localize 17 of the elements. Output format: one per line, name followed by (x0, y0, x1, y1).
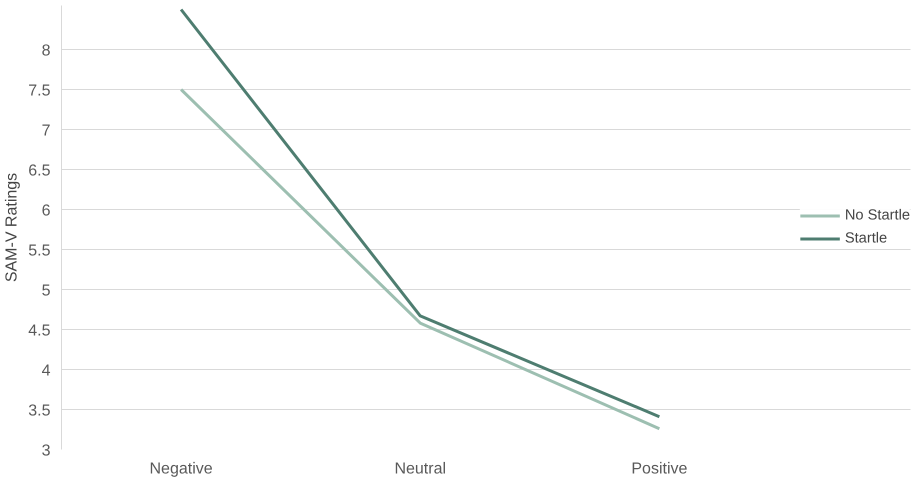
y-tick-label: 4.5 (28, 322, 51, 340)
y-tick-label: 7.5 (28, 82, 51, 100)
y-tick-label: 5 (42, 282, 51, 300)
x-tick-label: Negative (150, 460, 213, 478)
y-tick-label: 6 (42, 202, 51, 220)
y-tick-label: 4 (42, 362, 51, 380)
y-tick-label: 8 (42, 42, 51, 60)
legend-label: No Startle (844, 208, 910, 224)
y-tick-label: 6.5 (28, 162, 51, 180)
legend-label: Startle (844, 230, 888, 246)
y-tick-label: 3 (42, 442, 51, 460)
y-tick-label: 7 (42, 122, 51, 140)
x-tick-label: Positive (631, 460, 688, 478)
y-tick-label: 3.5 (28, 402, 51, 420)
y-tick-label: 5.5 (28, 242, 51, 260)
x-tick-label: Neutral (394, 460, 446, 478)
y-axis-title: SAM-V Ratings (3, 172, 20, 282)
